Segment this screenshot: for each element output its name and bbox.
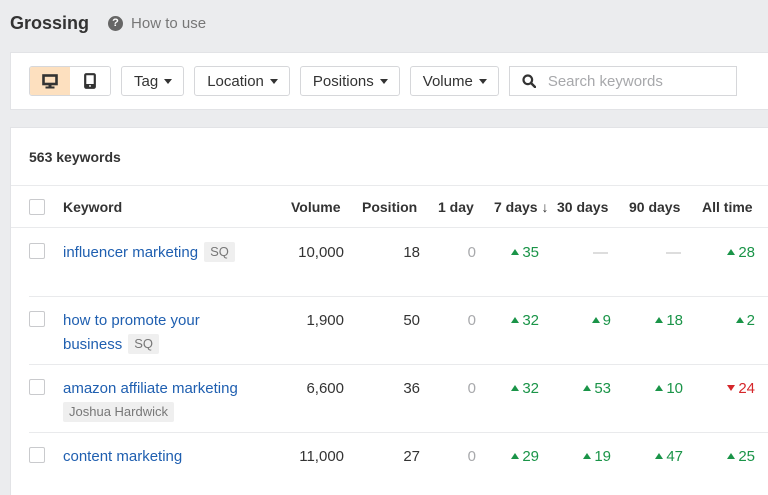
volume-value: 10,000 [298,244,344,261]
table-row: content marketing 11,000 27 0 29 19 47 2… [29,433,768,495]
change-90-days: — [666,244,681,261]
caret-down-icon [269,78,278,84]
change-1-day: 0 [467,312,476,329]
location-filter-label: Location [207,72,264,90]
table-row: influencer marketing SQ 10,000 18 0 35 — … [29,229,768,297]
volume-filter-label: Volume [422,72,473,90]
change-1-day: 0 [467,244,476,261]
change-all-time: 2 [735,309,755,333]
keyword-text: amazon affiliate marketing [63,380,238,397]
keyword-link[interactable]: influencer marketing SQ [63,241,263,265]
question-circle-icon: ? [108,15,124,31]
change-1-day: 0 [467,448,476,465]
tag-filter-label: Tag [134,72,159,90]
keyword-link[interactable]: how to promote your business SQ [63,309,228,357]
caret-down-icon [478,78,487,84]
row-checkbox[interactable] [29,379,45,395]
up-arrow-icon [583,385,592,391]
up-arrow-icon [727,453,736,459]
row-checkbox[interactable] [29,311,45,327]
keyword-text: content marketing [63,448,183,465]
keyword-tag: Joshua Hardwick [63,402,174,422]
position-value: 27 [403,448,420,465]
position-value: 50 [403,312,420,329]
col-90-days[interactable]: 90 days [629,199,681,215]
up-arrow-icon [655,317,664,323]
keyword-link[interactable]: content marketing [63,445,263,469]
table-row: how to promote your business SQ 1,900 50 … [29,297,768,365]
table-row: amazon affiliate marketing Joshua Hardwi… [29,365,768,433]
col-all-time[interactable]: All time [702,199,753,215]
change-7-days: 32 [511,377,539,401]
location-filter-dropdown[interactable]: Location [194,66,290,96]
volume-filter-dropdown[interactable]: Volume [409,66,499,96]
page-header: Grossing ? How to use [10,10,206,36]
up-arrow-icon [511,453,520,459]
up-arrow-icon [727,249,736,255]
how-to-use-link[interactable]: ? How to use [108,15,206,32]
change-30-days: — [593,244,608,261]
change-7-days: 32 [511,309,539,333]
row-checkbox[interactable] [29,243,45,259]
position-value: 18 [403,244,420,261]
change-all-time: 25 [727,445,755,469]
keyword-text: how to promote your business [63,312,200,353]
up-arrow-icon [511,249,520,255]
up-arrow-icon [591,317,600,323]
row-checkbox[interactable] [29,447,45,463]
caret-down-icon [164,78,173,84]
keyword-count: 563 keywords [29,149,121,165]
change-7-days: 35 [511,241,539,265]
down-arrow-icon [727,385,736,391]
keyword-text: influencer marketing [63,244,199,261]
up-arrow-icon [735,317,744,323]
change-90-days: 18 [655,309,683,333]
volume-value: 11,000 [299,448,344,465]
position-value: 36 [403,380,420,397]
positions-filter-label: Positions [312,72,374,90]
change-all-time: 28 [727,241,755,265]
how-to-use-label: How to use [131,14,207,32]
page-title: Grossing [10,12,90,33]
keywords-table-card: 563 keywords Keyword Volume Position 1 d… [10,127,768,495]
search-icon [522,74,536,88]
caret-down-icon [379,78,388,84]
col-1-day[interactable]: 1 day [438,199,474,215]
change-30-days: 19 [583,445,611,469]
change-1-day: 0 [467,380,476,397]
change-90-days: 47 [655,445,683,469]
filter-toolbar: Tag Location Positions Volume [10,52,768,110]
search-input[interactable] [547,72,728,90]
tag-filter-dropdown[interactable]: Tag [121,66,185,96]
desktop-icon [42,73,58,88]
up-arrow-icon [655,453,664,459]
up-arrow-icon [511,385,520,391]
search-box[interactable] [508,66,737,96]
change-30-days: 53 [583,377,611,401]
device-toggle [29,66,111,96]
col-position[interactable]: Position [362,199,418,215]
up-arrow-icon [655,385,664,391]
col-volume[interactable]: Volume [291,199,341,215]
mobile-toggle-button[interactable] [70,67,110,95]
desktop-toggle-button[interactable] [30,67,70,95]
col-7-days-sorted[interactable]: 7 days ↓ [494,199,549,215]
up-arrow-icon [511,317,520,323]
change-90-days: 10 [655,377,683,401]
change-30-days: 9 [591,309,611,333]
volume-value: 1,900 [306,312,344,329]
keyword-tag: SQ [128,334,159,354]
change-all-time: 24 [727,377,755,401]
select-all-checkbox[interactable] [29,199,45,215]
col-keyword[interactable]: Keyword [63,199,123,215]
table-header: Keyword Volume Position 1 day 7 days ↓ 3… [11,185,768,228]
keyword-link[interactable]: amazon affiliate marketing Joshua Hardwi… [63,377,263,422]
up-arrow-icon [583,453,592,459]
change-7-days: 29 [511,445,539,469]
positions-filter-dropdown[interactable]: Positions [299,66,400,96]
volume-value: 6,600 [306,380,344,397]
col-30-days[interactable]: 30 days [557,199,609,215]
mobile-icon [84,73,96,89]
keyword-tag: SQ [204,242,235,262]
